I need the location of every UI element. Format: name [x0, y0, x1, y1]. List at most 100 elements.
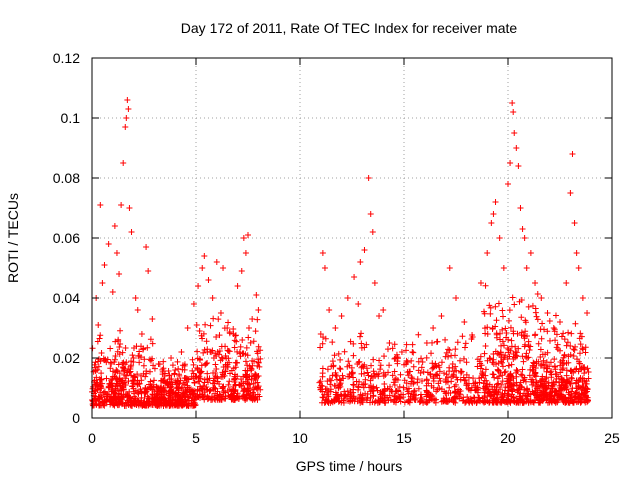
data-point	[574, 393, 581, 400]
data-point	[217, 357, 224, 364]
data-point	[552, 337, 559, 344]
data-point	[122, 361, 129, 368]
data-point	[509, 294, 516, 301]
data-point	[103, 399, 110, 406]
data-point	[107, 345, 114, 352]
data-point	[202, 361, 209, 368]
data-point	[345, 358, 352, 365]
data-point	[460, 355, 467, 362]
data-point	[531, 332, 538, 339]
data-point	[544, 310, 551, 316]
data-point	[95, 322, 102, 328]
axes: 0 5 10 15 20 25 0 0.02 0.04 0.06 0.08 0.1 0.12	[53, 50, 620, 446]
data-point	[244, 352, 251, 359]
data-point	[565, 353, 572, 360]
data-point	[125, 106, 132, 112]
data-point	[138, 390, 145, 397]
data-point	[203, 338, 210, 345]
data-point	[365, 372, 372, 379]
data-point	[505, 317, 512, 324]
data-point	[564, 339, 571, 346]
data-point	[369, 374, 376, 381]
data-point	[584, 365, 591, 372]
data-point	[563, 280, 570, 286]
data-point	[234, 348, 241, 355]
data-point	[502, 325, 509, 332]
data-point	[551, 328, 558, 335]
data-point	[556, 382, 563, 389]
data-point	[450, 395, 457, 402]
data-point	[150, 377, 157, 384]
data-point	[229, 396, 236, 403]
data-point	[358, 397, 365, 404]
data-point	[368, 362, 375, 369]
data-point	[168, 355, 175, 361]
data-point	[470, 380, 477, 387]
data-point	[548, 398, 555, 405]
data-point	[408, 357, 415, 364]
data-point	[121, 371, 128, 378]
data-point	[153, 393, 160, 400]
data-point	[499, 378, 506, 385]
data-point	[208, 396, 215, 403]
data-point	[365, 175, 372, 181]
data-point	[411, 395, 418, 402]
data-point	[461, 319, 468, 325]
data-point	[519, 366, 526, 373]
data-point	[326, 376, 333, 383]
data-point	[160, 388, 167, 395]
data-point	[348, 370, 355, 377]
data-point	[519, 353, 526, 360]
data-point	[124, 97, 131, 103]
data-point	[511, 354, 518, 361]
data-point	[116, 271, 123, 277]
data-point	[409, 349, 416, 355]
data-point	[141, 356, 148, 363]
data-point	[407, 368, 414, 375]
data-point	[533, 358, 540, 365]
data-point	[391, 341, 398, 348]
data-point	[515, 163, 522, 169]
data-point	[198, 368, 205, 375]
data-point	[197, 369, 204, 376]
data-point	[513, 349, 520, 356]
data-point	[557, 362, 564, 369]
data-point	[445, 353, 452, 360]
data-point	[417, 370, 424, 376]
data-point	[225, 319, 232, 326]
data-point	[253, 385, 260, 392]
data-point	[233, 338, 240, 345]
data-point	[578, 333, 585, 340]
data-point	[175, 391, 182, 398]
data-point	[376, 357, 383, 364]
data-point	[328, 377, 335, 384]
data-point	[367, 211, 374, 217]
data-point	[355, 383, 362, 390]
data-point	[108, 360, 115, 367]
data-point	[355, 359, 362, 366]
data-point	[560, 354, 567, 361]
data-point	[477, 280, 484, 286]
data-point	[340, 375, 347, 382]
data-point	[200, 349, 207, 356]
data-point	[336, 381, 343, 388]
data-point	[563, 372, 570, 379]
data-point	[532, 383, 539, 390]
data-point	[252, 370, 259, 377]
data-point	[508, 343, 515, 350]
data-point	[105, 241, 112, 247]
data-point	[332, 325, 339, 331]
data-point	[211, 380, 218, 387]
data-point	[470, 375, 477, 382]
data-point	[92, 367, 99, 374]
data-point	[190, 361, 197, 368]
data-point	[570, 353, 577, 360]
data-point	[493, 330, 500, 337]
data-point	[549, 385, 556, 392]
data-point	[218, 396, 225, 403]
data-point	[565, 389, 572, 396]
data-point	[420, 368, 427, 375]
data-point	[418, 355, 425, 362]
data-point	[245, 376, 252, 383]
data-point	[361, 370, 368, 377]
